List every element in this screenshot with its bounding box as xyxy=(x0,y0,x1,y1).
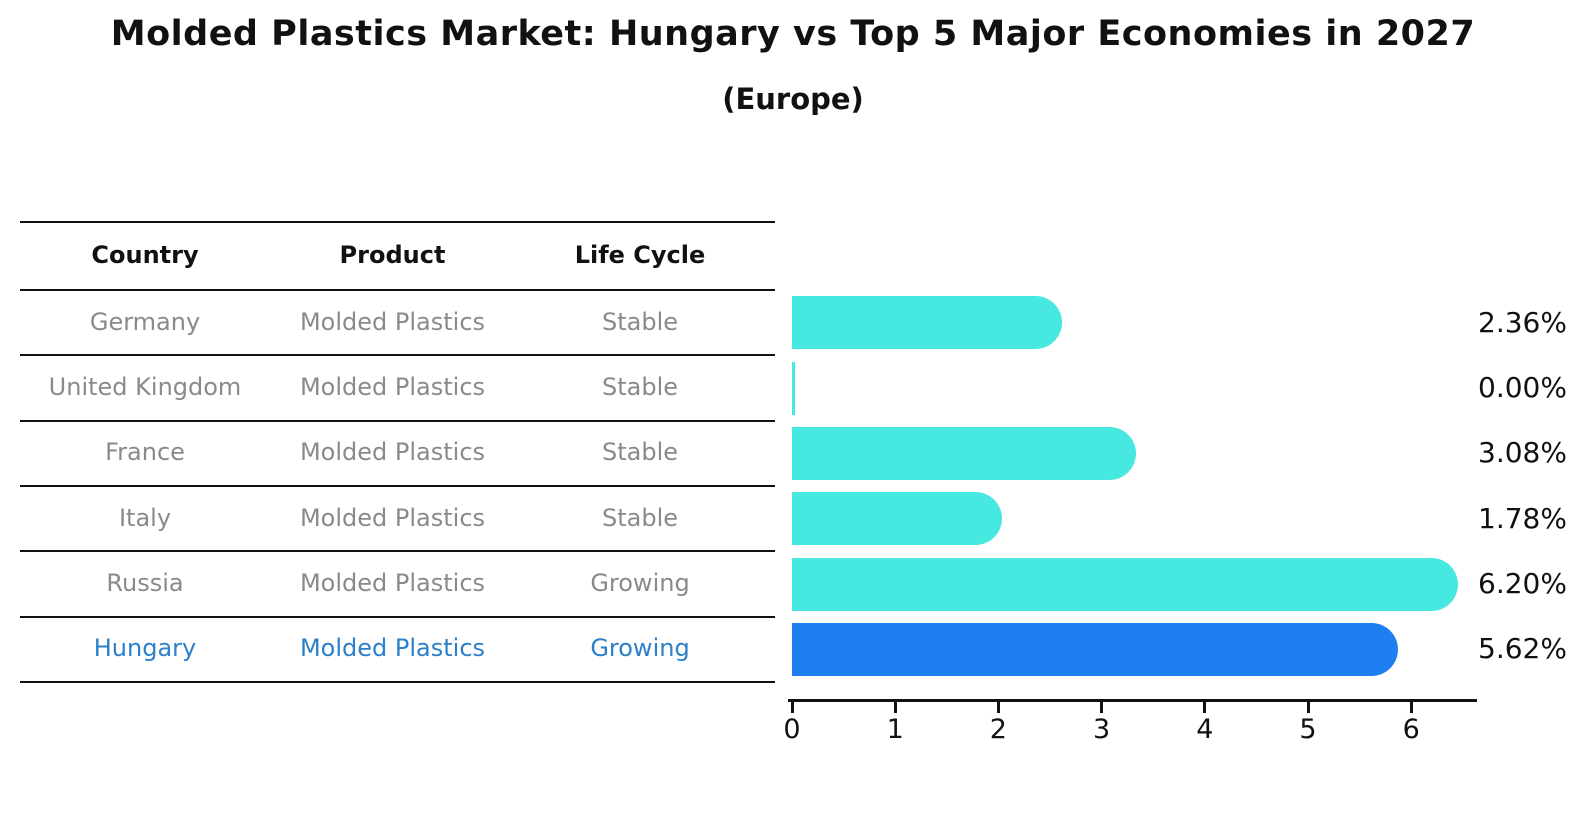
table-cell-product: Molded Plastics xyxy=(299,503,486,532)
x-axis-tick xyxy=(893,702,897,713)
x-axis-tick-label: 1 xyxy=(886,714,904,745)
bar-value-label: 0.00% xyxy=(1478,371,1567,404)
table-rule xyxy=(20,289,775,291)
bar-russia xyxy=(792,557,1459,611)
table-cell-country: France xyxy=(105,438,185,467)
bar-italy xyxy=(792,492,1003,546)
table-cell-country: Hungary xyxy=(93,634,197,663)
table-rule xyxy=(20,354,775,357)
x-axis-tick-label: 5 xyxy=(1299,714,1317,745)
x-axis-tick-label: 0 xyxy=(783,714,801,745)
table-rule xyxy=(20,419,775,422)
x-axis-tick-label: 4 xyxy=(1196,714,1214,745)
table-cell-life-cycle: Stable xyxy=(601,373,679,401)
table-rule xyxy=(20,221,775,223)
table-cell-life-cycle: Growing xyxy=(590,569,690,597)
table-rule xyxy=(20,550,775,553)
table-cell-product: Molded Plastics xyxy=(299,373,486,401)
x-axis-tick xyxy=(996,702,1000,713)
x-axis-line xyxy=(788,699,1478,702)
table-rule xyxy=(20,485,775,487)
table-rule xyxy=(20,615,775,618)
x-axis-tick xyxy=(1203,702,1207,713)
table-cell-product: Molded Plastics xyxy=(299,438,486,467)
bar-value-label: 1.78% xyxy=(1478,501,1567,535)
table-cell-country: Russia xyxy=(106,569,184,597)
table-cell-country: Germany xyxy=(89,307,201,336)
bar-value-label: 6.20% xyxy=(1478,567,1567,600)
x-axis-tick xyxy=(1306,702,1310,713)
x-axis-tick xyxy=(1409,702,1413,713)
bar-value-label: 3.08% xyxy=(1478,436,1567,470)
table-cell-life-cycle: Growing xyxy=(590,634,690,663)
table-cell-product: Molded Plastics xyxy=(299,634,486,663)
table-header-product: Product xyxy=(339,241,446,269)
table-header-country: Country xyxy=(91,241,199,269)
x-axis-tick-label: 3 xyxy=(1093,714,1111,745)
bar-hungary xyxy=(792,622,1399,676)
bar-value-label: 5.62% xyxy=(1478,632,1567,666)
table-cell-life-cycle: Stable xyxy=(601,503,679,532)
table-rule xyxy=(20,681,775,683)
table-header-life-cycle: Life Cycle xyxy=(574,241,706,269)
x-axis-tick xyxy=(1100,702,1104,713)
x-axis-tick xyxy=(790,702,794,713)
table-cell-product: Molded Plastics xyxy=(299,307,486,336)
table-cell-life-cycle: Stable xyxy=(601,307,679,336)
x-axis-tick-label: 2 xyxy=(989,714,1007,745)
bar-germany xyxy=(792,296,1063,350)
chart-subtitle: (Europe) xyxy=(722,82,864,116)
table-cell-life-cycle: Stable xyxy=(601,438,679,467)
table-cell-country: Italy xyxy=(118,503,172,532)
bar-france xyxy=(792,426,1137,480)
chart-title: Molded Plastics Market: Hungary vs Top 5… xyxy=(110,14,1476,54)
x-axis-tick-label: 6 xyxy=(1402,714,1420,745)
bar-united-kingdom xyxy=(792,361,795,415)
table-cell-country: United Kingdom xyxy=(48,373,242,401)
bar-value-label: 2.36% xyxy=(1478,305,1567,339)
table-cell-product: Molded Plastics xyxy=(299,569,486,597)
